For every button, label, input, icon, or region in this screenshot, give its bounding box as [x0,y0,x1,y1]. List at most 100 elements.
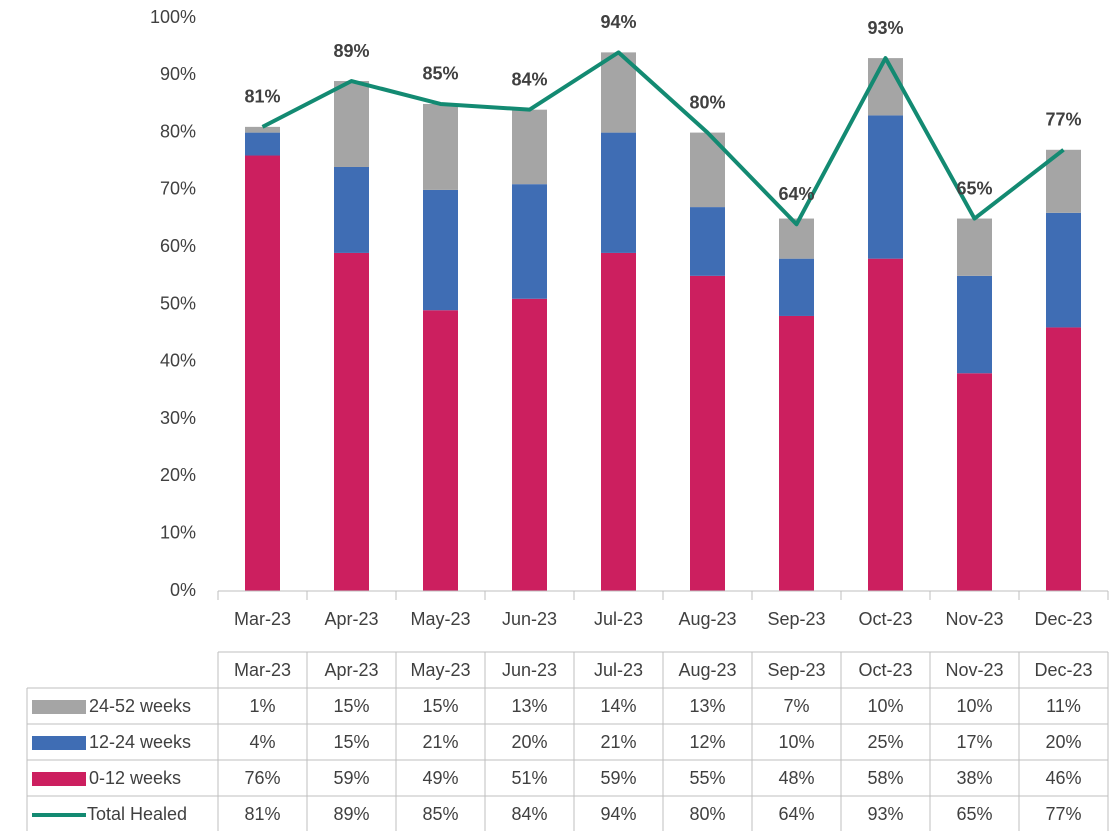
x-tick-label: Aug-23 [678,609,736,629]
table-header: Nov-23 [945,660,1003,680]
x-tick-label: Jul-23 [594,609,643,629]
legend-swatch [32,700,86,714]
legend-label: 24-52 weeks [89,696,191,716]
table-cell: 1% [249,696,275,716]
data-label: 81% [244,87,280,107]
table-cell: 46% [1045,768,1081,788]
y-tick-label: 20% [160,465,196,485]
bar-segment [779,315,814,591]
bar-segment [245,132,280,156]
table-cell: 85% [422,804,458,824]
table-cell: 10% [778,732,814,752]
legend-label: 0-12 weeks [89,768,181,788]
table-cell: 81% [244,804,280,824]
legend-label: 12-24 weeks [89,732,191,752]
table-header: May-23 [410,660,470,680]
data-label: 64% [778,184,814,204]
table-cell: 48% [778,768,814,788]
x-tick-label: May-23 [410,609,470,629]
bar-segment [601,52,636,133]
x-tick-label: Sep-23 [767,609,825,629]
y-tick-label: 40% [160,351,196,371]
table-cell: 49% [422,768,458,788]
bar-segment [601,132,636,253]
table-cell: 15% [422,696,458,716]
table-cell: 65% [956,804,992,824]
table-cell: 77% [1045,804,1081,824]
bar-segment [779,258,814,316]
table-cell: 80% [689,804,725,824]
bar-segment [423,103,458,190]
x-tick-label: Nov-23 [945,609,1003,629]
table-cell: 76% [244,768,280,788]
table-cell: 10% [867,696,903,716]
table-cell: 94% [600,804,636,824]
y-tick-label: 60% [160,236,196,256]
bar-segment [512,109,547,185]
table-cell: 58% [867,768,903,788]
table-cell: 55% [689,768,725,788]
table-header: Jul-23 [594,660,643,680]
table-header: Aug-23 [678,660,736,680]
bar-segment [957,373,992,591]
table-cell: 15% [333,696,369,716]
table-cell: 25% [867,732,903,752]
table-cell: 38% [956,768,992,788]
bar-segment [334,166,369,253]
bar-segment [690,207,725,276]
y-tick-label: 50% [160,293,196,313]
table-cell: 59% [600,768,636,788]
y-tick-label: 80% [160,121,196,141]
table-cell: 20% [1045,732,1081,752]
legend-swatch [32,772,86,786]
data-label: 94% [600,12,636,32]
table-header: Dec-23 [1034,660,1092,680]
table-header: Apr-23 [324,660,378,680]
line-series [261,50,1065,227]
y-tick-label: 30% [160,408,196,428]
table-cell: 64% [778,804,814,824]
bar-segment [512,298,547,591]
bar-segment [334,252,369,591]
table-cell: 20% [511,732,547,752]
y-tick-label: 0% [170,580,196,600]
table-cell: 10% [956,696,992,716]
table-cell: 93% [867,804,903,824]
table-cell: 13% [689,696,725,716]
x-tick-label: Apr-23 [324,609,378,629]
y-tick-label: 90% [160,64,196,84]
table-header: Sep-23 [767,660,825,680]
bar-segment [423,189,458,311]
table-cell: 14% [600,696,636,716]
bar-segment [601,252,636,591]
legend-swatch [32,736,86,750]
y-tick-label: 100% [150,7,196,27]
table-cell: 84% [511,804,547,824]
bar-segment [868,258,903,591]
table-header: Mar-23 [234,660,291,680]
bar-segment [868,115,903,259]
table-cell: 15% [333,732,369,752]
table-header: Oct-23 [858,660,912,680]
table-cell: 59% [333,768,369,788]
bar-segment [245,155,280,591]
table-cell: 89% [333,804,369,824]
legend-label: Total Healed [87,804,187,824]
bar-segment [868,58,903,116]
data-label: 89% [333,41,369,61]
x-tick-label: Dec-23 [1034,609,1092,629]
bar-segment [423,310,458,591]
table-cell: 51% [511,768,547,788]
table-cell: 13% [511,696,547,716]
bar-segment [957,218,992,276]
bar-segment [245,126,280,133]
y-tick-label: 10% [160,522,196,542]
x-tick-label: Jun-23 [502,609,557,629]
table-cell: 21% [600,732,636,752]
y-tick-label: 70% [160,179,196,199]
x-tick-label: Mar-23 [234,609,291,629]
table-cell: 11% [1046,696,1081,716]
bar-segment [690,275,725,591]
table-cell: 21% [422,732,458,752]
